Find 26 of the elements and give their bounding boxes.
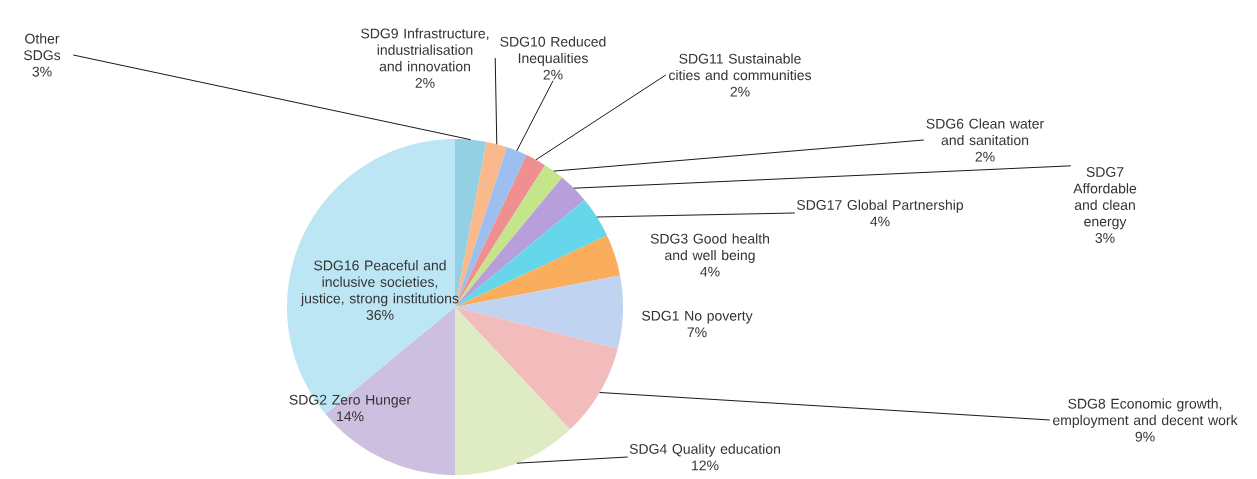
- data-label: 7%: [687, 327, 707, 338]
- slice-label: SDG16 Peaceful and inclusive societies, justice, strong institutions: [300, 260, 459, 307]
- data-label: 9%: [1135, 431, 1155, 442]
- data-label: 12%: [692, 460, 719, 471]
- data-label: 4%: [870, 216, 890, 227]
- slice-label: SDG2 Zero Hunger: [289, 394, 411, 408]
- slice-label: SDG3 Good health and well being: [650, 233, 770, 263]
- slice-label: SDG17 Global Partnership: [797, 199, 964, 213]
- data-label: 14%: [337, 411, 364, 422]
- data-label: 36%: [366, 309, 394, 320]
- data-label: 4%: [700, 266, 720, 277]
- data-label: 2%: [415, 77, 435, 88]
- data-label: 3%: [32, 66, 52, 77]
- data-label: 2%: [975, 151, 995, 162]
- slice-label: SDG7 Affordable and clean energy: [1073, 167, 1137, 230]
- slice-label: SDG4 Quality education: [629, 443, 780, 457]
- slice-label: SDG6 Clean water and sanitation: [926, 118, 1044, 146]
- slice-label: SDG1 No poverty: [642, 310, 753, 324]
- slice-label: SDG8 Economic growth, employment and decent work: [1053, 398, 1238, 428]
- slice-label: SDG11 Sustainable cities and communities: [669, 53, 812, 81]
- data-label: 3%: [1095, 233, 1115, 243]
- slice-label: SDG9 Infrastructure, industrialisation and innovation: [361, 28, 489, 72]
- slice-label: Other SDGs: [23, 33, 61, 61]
- data-label: 2%: [730, 86, 750, 97]
- slice-label: SDG10 Reduced Inequalities: [500, 36, 606, 66]
- data-label: 2%: [543, 69, 563, 80]
